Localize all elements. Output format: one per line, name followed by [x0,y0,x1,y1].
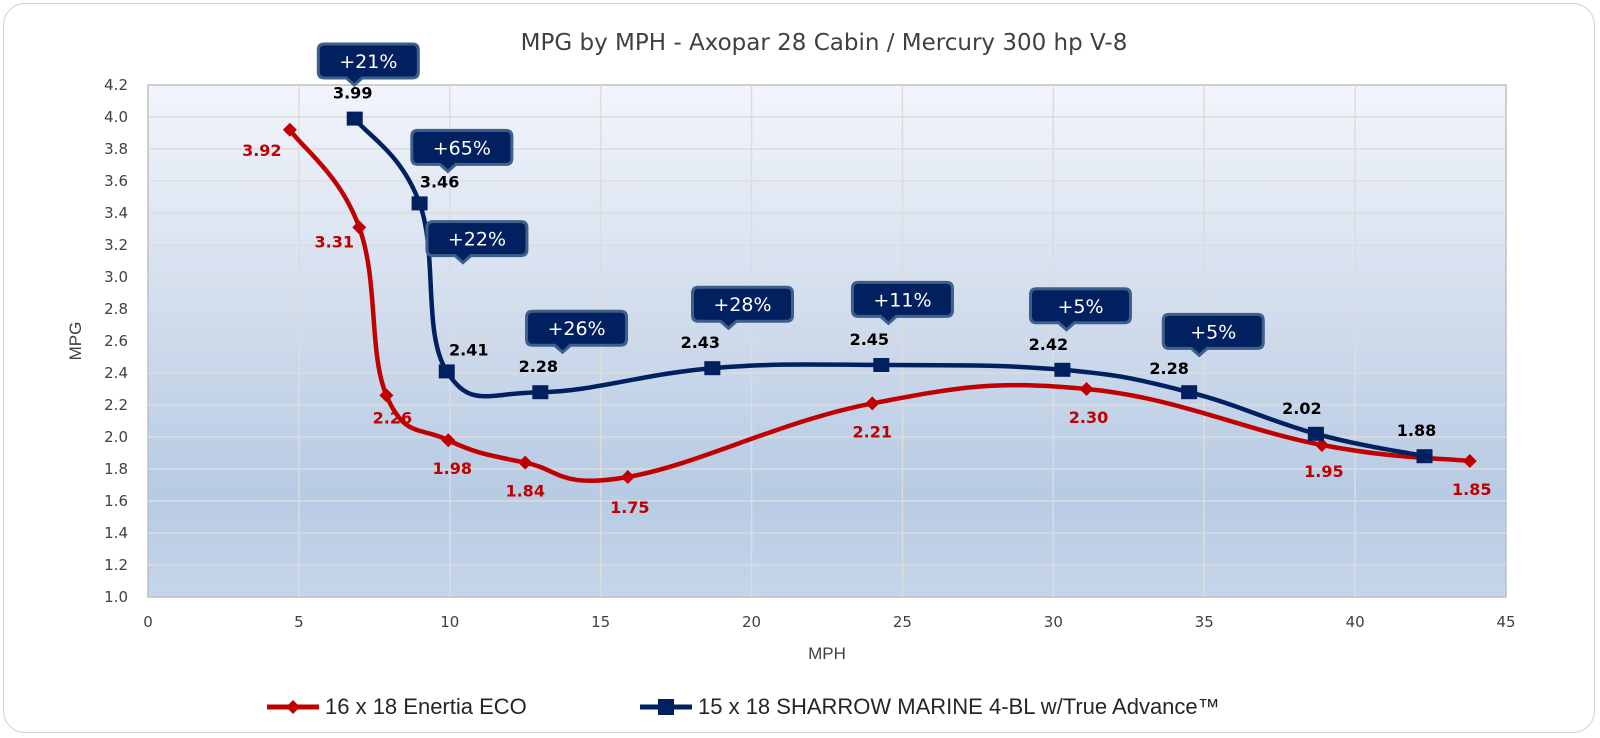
data-label: 2.41 [449,340,488,359]
y-tick-label: 3.6 [104,172,128,190]
callouts: +21% +65% +22% +26% +28% +11% +5% +5% [316,42,1265,358]
callout-badge: +65% [410,128,514,174]
data-label: 2.21 [853,422,892,441]
data-point-square[interactable] [873,358,890,372]
y-tick-label: 3.0 [104,268,128,286]
data-label: 1.84 [505,482,544,501]
callout-badge: +21% [316,42,420,87]
callout-text: +26% [547,318,605,340]
x-tick-label: 25 [893,613,912,631]
axis-ticks: 1.0 1.2 1.4 1.6 1.8 2.0 2.2 2.4 2.6 2.8 3.0 3.2 3.4 3… [104,76,1515,631]
callout-badge: +5% [1028,287,1132,332]
x-tick-label: 45 [1496,613,1515,631]
x-tick-label: 30 [1044,613,1063,631]
y-tick-label: 2.8 [104,300,128,318]
data-label: 1.88 [1397,421,1436,440]
data-point-square[interactable] [1307,426,1324,441]
data-label: 2.28 [519,357,558,376]
callout-badge: +22% [425,220,529,265]
data-label: 2.02 [1282,399,1321,418]
data-label: 2.26 [373,408,412,427]
x-tick-label: 20 [742,613,761,631]
data-point-square[interactable] [704,361,721,376]
callout-text: +5% [1057,296,1103,318]
data-point-diamond[interactable] [379,388,394,403]
y-tick-label: 3.2 [104,236,128,254]
data-label: 1.98 [433,459,472,478]
data-label: 2.28 [1149,359,1188,378]
callout-badge: +5% [1161,312,1265,358]
data-point-diamond[interactable] [441,433,456,448]
data-label: 3.46 [420,172,459,191]
data-point-diamond[interactable] [352,220,367,235]
y-tick-label: 1.4 [104,524,128,542]
data-point-square[interactable] [411,196,428,211]
y-tick-label: 3.8 [104,140,128,158]
x-tick-label: 5 [294,613,304,631]
data-point-square[interactable] [1181,385,1198,400]
y-tick-label: 1.0 [104,588,128,606]
callout-text: +21% [339,51,397,73]
y-tick-label: 1.2 [104,556,128,574]
data-label: 2.45 [850,330,889,349]
data-point-square[interactable] [1054,362,1071,377]
callout-badge: +11% [850,280,954,326]
data-label: 2.30 [1069,408,1108,427]
legend-item-sharrow[interactable]: 15 x 18 SHARROW MARINE 4-BL w/True Advan… [638,694,1220,720]
data-point-square[interactable] [346,111,363,126]
x-tick-label: 40 [1346,613,1365,631]
data-point-square[interactable] [438,364,455,379]
y-tick-label: 2.0 [104,428,128,446]
legend-swatch-red-diamond-icon [267,700,319,714]
data-labels: 3.92 3.31 2.26 1.98 1.84 1.75 2.21 2.30 1.95 1.85… [242,84,1491,517]
data-label: 2.43 [681,333,720,352]
y-axis-label: MPG [66,322,85,361]
data-label: 3.99 [333,84,372,103]
chart-title: MPG by MPH - Axopar 28 Cabin / Mercury 3… [521,30,1128,56]
data-label: 3.31 [315,232,354,251]
data-point-square[interactable] [532,385,549,400]
x-tick-label: 10 [440,613,459,631]
data-label: 3.92 [242,141,281,160]
legend-swatch-blue-square-icon [640,699,692,715]
callout-text: +22% [448,229,506,251]
data-point-diamond[interactable] [282,122,297,137]
legend: 16 x 18 Enertia ECO 15 x 18 SHARROW MARI… [0,694,1600,724]
data-label: 1.95 [1304,462,1343,481]
x-tick-label: 0 [143,613,153,631]
legend-label: 16 x 18 Enertia ECO [325,694,527,719]
y-tick-label: 4.2 [104,76,128,94]
callout-text: +5% [1190,321,1236,343]
data-label: 2.42 [1029,335,1068,354]
data-point-diamond[interactable] [1314,438,1329,452]
data-label: 1.75 [610,498,649,517]
y-tick-label: 2.4 [104,364,128,382]
y-tick-label: 4.0 [104,108,128,126]
legend-label: 15 x 18 SHARROW MARINE 4-BL w/True Advan… [698,694,1220,719]
legend-item-enertia[interactable]: 16 x 18 Enertia ECO [265,694,527,720]
callout-text: +11% [873,289,931,311]
y-tick-label: 1.6 [104,492,128,510]
x-tick-label: 15 [591,613,610,631]
data-label: 1.85 [1452,480,1491,499]
data-point-diamond[interactable] [1462,454,1477,468]
data-point-diamond[interactable] [865,396,880,411]
callout-text: +65% [433,137,491,159]
data-point-diamond[interactable] [620,470,635,484]
callout-badge: +26% [525,309,629,355]
x-axis-label: MPH [808,644,846,663]
callout-text: +28% [713,294,771,316]
series-line-1 [352,117,1425,459]
y-tick-label: 1.8 [104,460,128,478]
y-tick-label: 2.6 [104,332,128,350]
series-group [282,111,1477,484]
data-point-diamond[interactable] [518,455,533,470]
callout-badge: +28% [691,285,795,331]
x-tick-label: 35 [1195,613,1214,631]
data-point-square[interactable] [1416,449,1433,464]
y-tick-label: 3.4 [104,204,128,222]
data-point-diamond[interactable] [1079,382,1094,396]
y-tick-label: 2.2 [104,396,128,414]
